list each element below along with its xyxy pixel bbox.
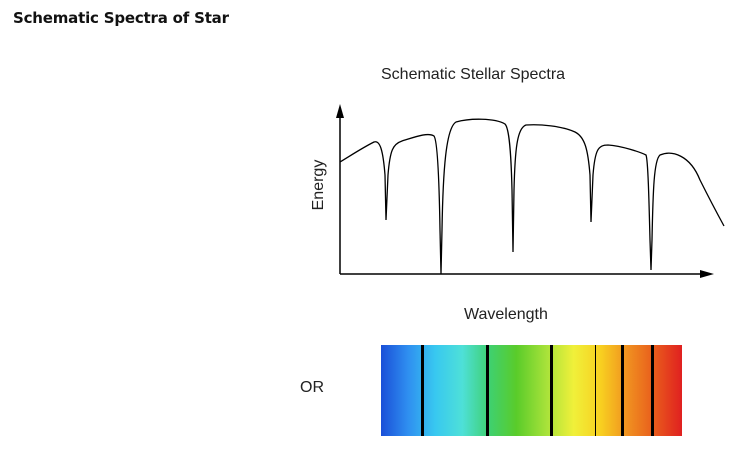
color-spectrum-band [381,345,682,436]
diagram-title: Schematic Stellar Spectra [381,66,566,83]
absorption-line [550,345,553,436]
page-title: Schematic Spectra of Star [13,9,229,27]
absorption-line [486,345,489,436]
y-axis-arrow [336,104,344,118]
y-axis-label: Energy [310,159,327,211]
x-axis-label: Wavelength [464,306,548,323]
absorption-line [421,345,424,436]
absorption-line [651,345,654,436]
x-axis-arrow [700,270,714,278]
spectrum-curve [339,118,725,275]
absorption-line [621,345,624,436]
or-label: OR [300,379,324,396]
absorption-line [595,345,596,436]
